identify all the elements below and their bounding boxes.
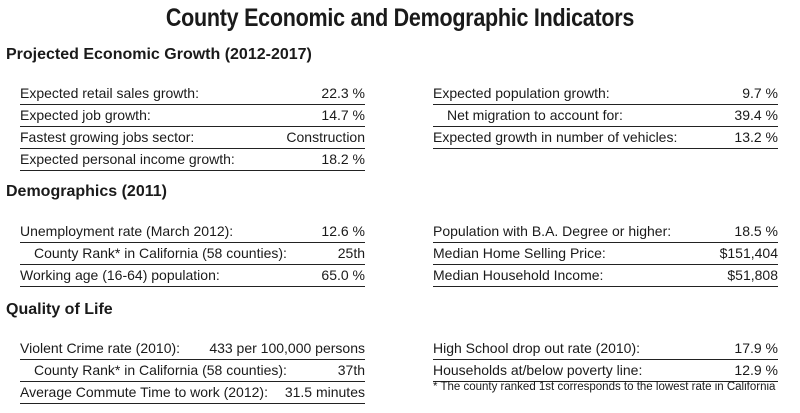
indicator-row: Expected retail sales growth: 22.3 % bbox=[20, 84, 365, 105]
indicator-row: Working age (16-64) population: 65.0 % bbox=[20, 266, 365, 287]
indicator-value: 18.2 % bbox=[321, 151, 365, 167]
indicator-label: Unemployment rate (March 2012): bbox=[20, 223, 234, 239]
indicator-row: Violent Crime rate (2010): 433 per 100,0… bbox=[20, 339, 365, 360]
indicator-value: 433 per 100,000 persons bbox=[209, 340, 365, 356]
indicator-label: Average Commute Time to work (2012): bbox=[20, 384, 268, 400]
indicator-row: Unemployment rate (March 2012): 12.6 % bbox=[20, 222, 365, 243]
indicator-value: 22.3 % bbox=[321, 85, 365, 101]
indicator-label: Expected personal income growth: bbox=[20, 151, 235, 167]
indicator-row: Population with B.A. Degree or higher: 1… bbox=[433, 222, 778, 243]
indicator-label: Expected growth in number of vehicles: bbox=[433, 129, 678, 145]
indicator-label: High School drop out rate (2010): bbox=[433, 340, 641, 356]
indicator-value: 13.2 % bbox=[734, 129, 778, 145]
indicator-value: 12.9 % bbox=[734, 362, 778, 378]
indicator-value: 9.7 % bbox=[742, 85, 778, 101]
indicator-row: Expected population growth: 9.7 % bbox=[433, 84, 778, 105]
indicator-label: Net migration to account for: bbox=[447, 107, 623, 123]
indicator-label: Expected job growth: bbox=[20, 107, 151, 123]
footnote: * The county ranked 1st corresponds to t… bbox=[433, 381, 776, 393]
indicator-value: 14.7 % bbox=[321, 107, 365, 123]
indicator-label: Median Household Income: bbox=[433, 267, 604, 283]
indicator-label: Fastest growing jobs sector: bbox=[20, 129, 195, 145]
indicator-label: Violent Crime rate (2010): bbox=[20, 340, 181, 356]
indicator-value: 18.5 % bbox=[734, 223, 778, 239]
indicator-row: Expected personal income growth: 18.2 % bbox=[20, 150, 365, 171]
indicator-row: Net migration to account for: 39.4 % bbox=[433, 106, 778, 127]
indicator-row: Households at/below poverty line: 12.9 % bbox=[433, 361, 778, 382]
indicator-row: Expected job growth: 14.7 % bbox=[20, 106, 365, 127]
indicator-value: $51,808 bbox=[727, 267, 778, 283]
page-title: County Economic and Demographic Indicato… bbox=[165, 4, 635, 32]
indicator-value: 25th bbox=[337, 245, 365, 261]
indicator-row: High School drop out rate (2010): 17.9 % bbox=[433, 339, 778, 360]
indicator-label: Expected population growth: bbox=[433, 85, 610, 101]
indicator-value: $151,404 bbox=[719, 245, 778, 261]
indicator-value: 12.6 % bbox=[321, 223, 365, 239]
indicator-value: 39.4 % bbox=[734, 107, 778, 123]
indicator-row: Expected growth in number of vehicles: 1… bbox=[433, 128, 778, 149]
section-heading-demographics: Demographics (2011) bbox=[6, 183, 167, 200]
indicator-value: 31.5 minutes bbox=[284, 384, 365, 400]
indicator-value: 65.0 % bbox=[321, 267, 365, 283]
indicator-row: Average Commute Time to work (2012): 31.… bbox=[20, 383, 365, 404]
indicator-label: Population with B.A. Degree or higher: bbox=[433, 223, 672, 239]
indicator-row: Median Home Selling Price: $151,404 bbox=[433, 244, 778, 265]
indicator-label: Working age (16-64) population: bbox=[20, 267, 220, 283]
indicator-value: 17.9 % bbox=[734, 340, 778, 356]
indicator-label: County Rank* in California (58 counties)… bbox=[34, 245, 287, 261]
indicator-value: Construction bbox=[286, 129, 365, 145]
section-heading-economic: Projected Economic Growth (2012-2017) bbox=[6, 46, 312, 63]
indicator-row: County Rank* in California (58 counties)… bbox=[20, 361, 365, 382]
indicator-row: County Rank* in California (58 counties)… bbox=[20, 244, 365, 265]
indicator-label: Median Home Selling Price: bbox=[433, 245, 606, 261]
indicator-value: 37th bbox=[337, 362, 365, 378]
indicator-label: County Rank* in California (58 counties)… bbox=[34, 362, 287, 378]
indicator-label: Households at/below poverty line: bbox=[433, 362, 643, 378]
section-heading-quality: Quality of Life bbox=[6, 301, 113, 318]
indicator-label: Expected retail sales growth: bbox=[20, 85, 199, 101]
indicator-row: Median Household Income: $51,808 bbox=[433, 266, 778, 287]
indicator-row: Fastest growing jobs sector: Constructio… bbox=[20, 128, 365, 149]
